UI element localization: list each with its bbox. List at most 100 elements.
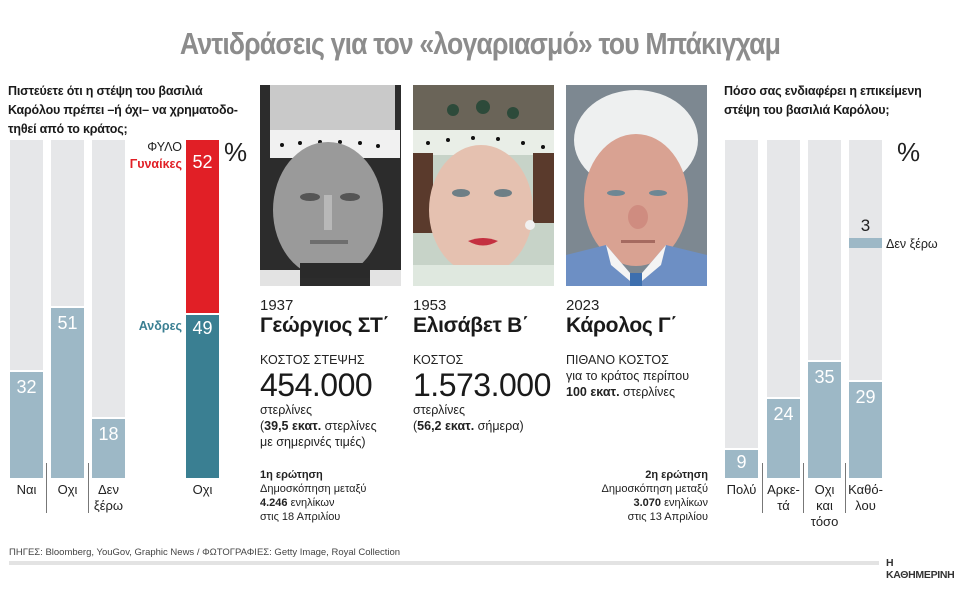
bar-value: 29 (855, 387, 876, 407)
bar-value: 35 (814, 367, 835, 387)
bar-fill-dont-know: 18 (92, 417, 125, 478)
category-label-not-much: Οχι και τόσο (802, 482, 847, 530)
portrait-charles-iii-icon (566, 85, 707, 286)
currency: στερλίνες (413, 403, 465, 417)
cost-note-text: σήμερα) (474, 419, 524, 433)
category-label-yes: Ναι (4, 482, 49, 498)
women-value: 52 (192, 152, 213, 172)
footer-sources: ΠΗΓΕΣ: Bloomberg, YouGov, Graphic News /… (9, 547, 401, 558)
survey-count-line: 3.070 ενηλίκων (548, 496, 708, 510)
category-label-gender-no: Οχι (192, 482, 213, 497)
cost-value: 454.000 (260, 367, 373, 403)
men-label: Ανδρες (138, 319, 182, 333)
cost-label: ΚΟΣΤΟΣ ΣΤΕΨΗΣ (260, 353, 365, 367)
label-line: Ναι (16, 482, 37, 497)
right-question: Πόσο σας ενδιαφέρει η επικείμενη στέψη τ… (724, 82, 960, 120)
label-line: Αρκε- (767, 482, 800, 497)
dont-know-label: Δεν ξέρω (886, 237, 938, 251)
cost-label: ΚΟΣΤΟΣ (413, 353, 464, 367)
survey-heading: 1η ερώτηση (260, 469, 323, 481)
right-question-line: Πόσο σας ενδιαφέρει η επικείμενη (724, 84, 922, 98)
percent-sign-left: % (224, 137, 248, 167)
divider (845, 463, 846, 513)
monarch-name: Γεώργιος ΣΤ΄ (260, 314, 390, 337)
monarch-year: 1937 (260, 297, 294, 314)
bar-fill-not-much: 35 (808, 360, 841, 478)
bar-track-dont-know: 18 (92, 140, 125, 478)
survey-count: 4.246 (260, 497, 288, 509)
bar-track-not-at-all: 29 3 (849, 140, 882, 478)
cost-label: ΠΙΘΑΝΟ ΚΟΣΤΟΣ (566, 353, 669, 367)
monarch-charles: 2023 Κάρολος Γ΄ ΠΙΘΑΝΟ ΚΟΣΤΟΣ για το κρά… (566, 297, 716, 400)
label-line: Οχι (814, 482, 835, 497)
label-line: ξέρω (93, 498, 124, 513)
portrait-elizabeth-ii (413, 85, 554, 286)
portrait-charles-iii (566, 85, 707, 286)
label-line: Πολύ (726, 482, 757, 497)
bar-value: 18 (98, 424, 119, 444)
page-title: Αντιδράσεις για τον «λογαριασμό» του Μπά… (179, 26, 781, 61)
label-line: Οχι (57, 482, 78, 497)
divider (762, 463, 763, 513)
category-label-not-at-all: Καθό- λου (843, 482, 888, 514)
men-bar: 49 (186, 315, 219, 478)
cost-note-line2: με σημερινές τιμές) (260, 435, 366, 449)
survey-count: 3.070 (633, 497, 662, 509)
bar-value: 51 (57, 313, 78, 333)
bar-track-quite: 24 (767, 140, 800, 478)
label-line: Καθό- (848, 482, 883, 497)
label-line: τόσο (810, 514, 839, 529)
divider (803, 463, 804, 513)
label-line: λου (855, 498, 876, 513)
women-bar: 52 (186, 140, 219, 313)
monarch-name: Ελισάβετ Β΄ (413, 314, 529, 337)
dont-know-value: 3 (860, 216, 871, 235)
bar-fill-yes: 32 (10, 370, 43, 478)
right-question-line: στέψη του βασιλιά Καρόλου; (724, 103, 890, 117)
label-line: Δεν (98, 482, 119, 497)
brand-logo: Η ΚΑΘΗΜΕΡΙΝΗ (886, 557, 955, 581)
survey-note-1: 1η ερώτηση Δημοσκόπηση μεταξύ 4.246 ενηλ… (260, 468, 420, 524)
monarch-year: 1953 (413, 297, 447, 314)
cost-note: (39,5 εκατ. στερλίνες (260, 419, 377, 433)
portrait-elizabeth-ii-icon (413, 85, 554, 286)
cost-line2: για το κράτος περίπου (566, 369, 690, 383)
monarch-george: 1937 Γεώργιος ΣΤ΄ ΚΟΣΤΟΣ ΣΤΕΨΗΣ 454.000 … (260, 297, 410, 450)
survey-line: Δημοσκόπηση μεταξύ (260, 483, 367, 495)
category-label-dont-know: Δεν ξέρω (86, 482, 131, 514)
survey-note-2: 2η ερώτηση Δημοσκόπηση μεταξύ 3.070 ενηλ… (548, 468, 708, 524)
monarch-elizabeth: 1953 Ελισάβετ Β΄ ΚΟΣΤΟΣ 1.573.000 στερλί… (413, 297, 563, 434)
cost-note-bold: 100 εκατ. (566, 385, 620, 399)
bar-value: 32 (16, 377, 37, 397)
left-question: Πιστεύετε ότι η στέψη του βασιλιά Καρόλο… (8, 82, 258, 139)
label-line: και (816, 498, 833, 513)
bar-track-very: 9 (725, 140, 758, 478)
percent-sign-right: % (897, 137, 921, 167)
cost-note-bold: 39,5 εκατ. (264, 419, 322, 433)
category-label-no: Οχι (45, 482, 90, 498)
footer-rule (9, 561, 879, 565)
left-question-line: Καρόλου πρέπει –ή όχι– να χρηματοδο- (8, 103, 238, 117)
bar-fill-no: 51 (51, 306, 84, 478)
bar-value: 24 (773, 404, 794, 424)
bar-fill-quite: 24 (767, 397, 800, 478)
bar-track-not-much: 35 (808, 140, 841, 478)
monarch-year: 2023 (566, 297, 600, 314)
survey-line: Δημοσκόπηση μεταξύ (601, 483, 708, 495)
cost-note: 100 εκατ. στερλίνες (566, 384, 716, 400)
women-label: Γυναίκες (129, 157, 182, 171)
cost-note-bold: 56,2 εκατ. (417, 419, 475, 433)
portrait-george-vi-icon (260, 85, 401, 286)
left-question-line: τηθεί από το κράτος; (8, 122, 128, 136)
portrait-george-vi (260, 85, 401, 286)
bar-fill-not-at-all: 29 (849, 380, 882, 478)
divider (88, 463, 89, 513)
survey-count-suffix: ενηλίκων (661, 497, 708, 509)
bar-track-no: 51 (51, 140, 84, 478)
cost-note-text: στερλίνες (619, 385, 676, 399)
bar-fill-dont-know (849, 238, 882, 248)
bar-track-yes: 32 (10, 140, 43, 478)
left-question-line: Πιστεύετε ότι η στέψη του βασιλιά (8, 84, 203, 98)
cost-note-text: στερλίνες (321, 419, 377, 433)
cost-note: (56,2 εκατ. σήμερα) (413, 419, 524, 433)
